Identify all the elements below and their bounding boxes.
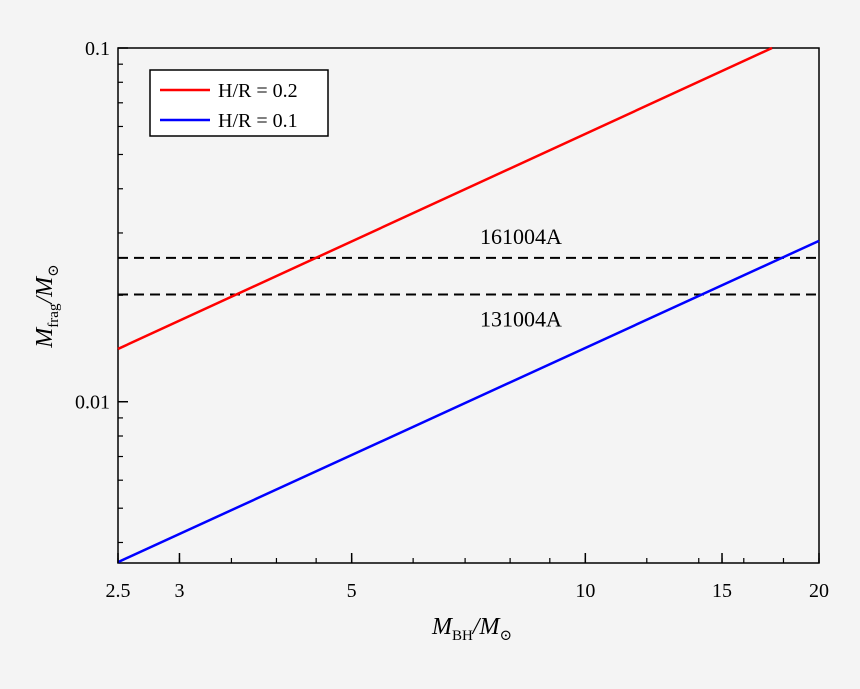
axis-title-suffix-sub: ⊙ — [46, 264, 62, 277]
x-tick-label: 20 — [809, 580, 829, 602]
legend-label: H/R = 0.1 — [218, 110, 298, 132]
axis-title-sub: frag — [46, 303, 62, 328]
axis-title-main: M — [32, 326, 58, 349]
x-tick-label: 5 — [347, 580, 357, 602]
y-axis-title: Mfrag/M⊙ — [32, 264, 62, 348]
series-line — [117, 46, 773, 351]
x-tick-label: 3 — [174, 580, 184, 602]
axis-title-main: M — [431, 614, 454, 640]
x-axis-title: MBH/M⊙ — [431, 614, 512, 644]
legend-box — [149, 69, 329, 137]
x-tick-label: 2.5 — [106, 580, 131, 602]
axis-title-suffix: /M — [32, 275, 58, 306]
series-line — [117, 239, 820, 564]
y-tick-label: 0.01 — [75, 392, 110, 414]
legend-label: H/R = 0.2 — [218, 80, 298, 102]
x-tick-label: 10 — [575, 580, 595, 602]
axis-title-suffix: /M — [471, 614, 502, 640]
y-tick-label: 0.1 — [85, 38, 110, 60]
x-tick-label: 15 — [712, 580, 732, 602]
plot-frame — [117, 47, 820, 564]
axis-title-suffix-sub: ⊙ — [499, 628, 512, 644]
axis-title-sub: BH — [452, 628, 473, 644]
reference-label: 161004A — [480, 224, 562, 249]
reference-label: 131004A — [480, 306, 562, 331]
